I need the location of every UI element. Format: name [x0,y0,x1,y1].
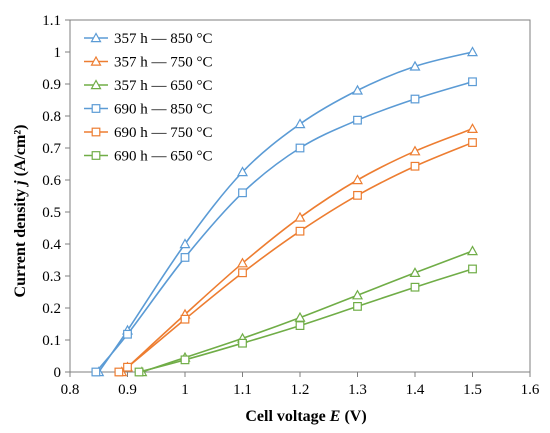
legend-label: 690 h — 750 °C [114,125,213,141]
data-point [409,60,421,71]
series-5 [114,138,477,377]
legend-label: 357 h — 750 °C [114,55,213,71]
legend-marker [90,79,102,90]
series-line [118,141,473,374]
series-line [141,250,473,373]
legend-marker [91,127,101,137]
x-tick-label: 1.6 [521,382,540,398]
series-layer [91,46,479,377]
x-tick-label: 0.8 [61,382,80,398]
legend-entry: 357 h — 750 °C [84,55,213,71]
data-point [236,257,249,268]
legend-marker [91,104,101,113]
data-point [353,115,362,125]
data-point [134,367,144,377]
data-point [468,264,477,274]
y-axis-title: Current density j (A/cm²) [12,125,29,298]
x-tick-label: 0.9 [118,382,137,398]
data-point [410,161,420,171]
series-line [120,128,473,374]
x-tick-label: 1.1 [233,382,252,398]
y-tick-label: 0.6 [42,173,61,189]
data-point [294,211,306,222]
legend-entry: 690 h — 650 °C [84,149,213,165]
y-tick-label: 0.2 [42,301,61,317]
data-point [353,302,362,311]
data-point [238,188,247,198]
data-point [468,138,477,147]
series-line [95,80,473,373]
legend-marker [90,55,102,66]
data-point [123,362,132,372]
data-point [410,94,420,104]
legend-entry: 357 h — 650 °C [84,78,213,94]
legend-label: 357 h — 850 °C [114,31,213,47]
y-tick-label: 0.7 [42,141,61,157]
x-axis-title: Cell voltage E (V) [245,408,366,425]
data-point [180,355,190,365]
y-tick-label: 0.1 [42,333,61,349]
axes: 0.8 0.9 1 1.1 1.2 1.3 1.4 1.5 1.6 0 0.1 0.2 0.3 0.4 0.… [42,13,540,398]
y-tick-label: 1.1 [42,13,61,29]
data-point [123,329,132,339]
legend-label: 690 h — 650 °C [114,149,213,165]
series-6 [134,264,477,377]
legend-marker [90,32,102,43]
data-point [351,289,364,300]
data-point [180,314,190,324]
series-line [98,51,473,373]
y-tick-label: 0.8 [42,109,61,125]
y-tick-label: 0.9 [42,77,61,93]
y-tick-label: 0.4 [42,237,61,253]
x-tick-label: 1.3 [348,382,367,398]
data-point [410,282,420,292]
data-point [351,84,364,95]
data-point [295,321,305,330]
legend-entry: 357 h — 850 °C [84,31,213,47]
x-tick-label: 1.5 [463,382,482,398]
y-tick-label: 0.5 [42,205,61,221]
legend-entry: 690 h — 850 °C [84,102,213,118]
data-point [114,367,124,377]
data-point [91,367,101,377]
data-point [353,190,362,200]
legend-label: 690 h — 850 °C [114,102,213,118]
data-point [409,145,421,156]
y-tick-label: 0.3 [42,269,61,285]
legend-label: 357 h — 650 °C [114,78,213,94]
data-point [409,267,421,277]
y-tick-label: 1 [54,45,62,61]
data-point [180,253,190,262]
data-point [351,174,364,185]
x-tick-label: 1.2 [291,382,310,398]
data-point [466,123,479,133]
data-point [236,166,249,177]
x-tick-label: 1.4 [406,382,425,398]
data-point [179,238,191,249]
series-4 [91,77,477,377]
legend: 357 h — 850 °C 357 h — 750 °C 357 h — 650 … [84,31,213,165]
data-point [466,245,479,256]
data-point [295,226,305,236]
data-point [238,338,247,348]
data-point [238,268,247,278]
x-tick-label: 1 [181,382,189,398]
data-point [295,143,305,153]
data-point [294,118,306,129]
data-point [466,46,479,57]
y-tick-label: 0 [54,365,62,381]
legend-entry: 690 h — 750 °C [84,125,213,141]
data-point [468,77,477,87]
legend-marker [91,151,101,160]
